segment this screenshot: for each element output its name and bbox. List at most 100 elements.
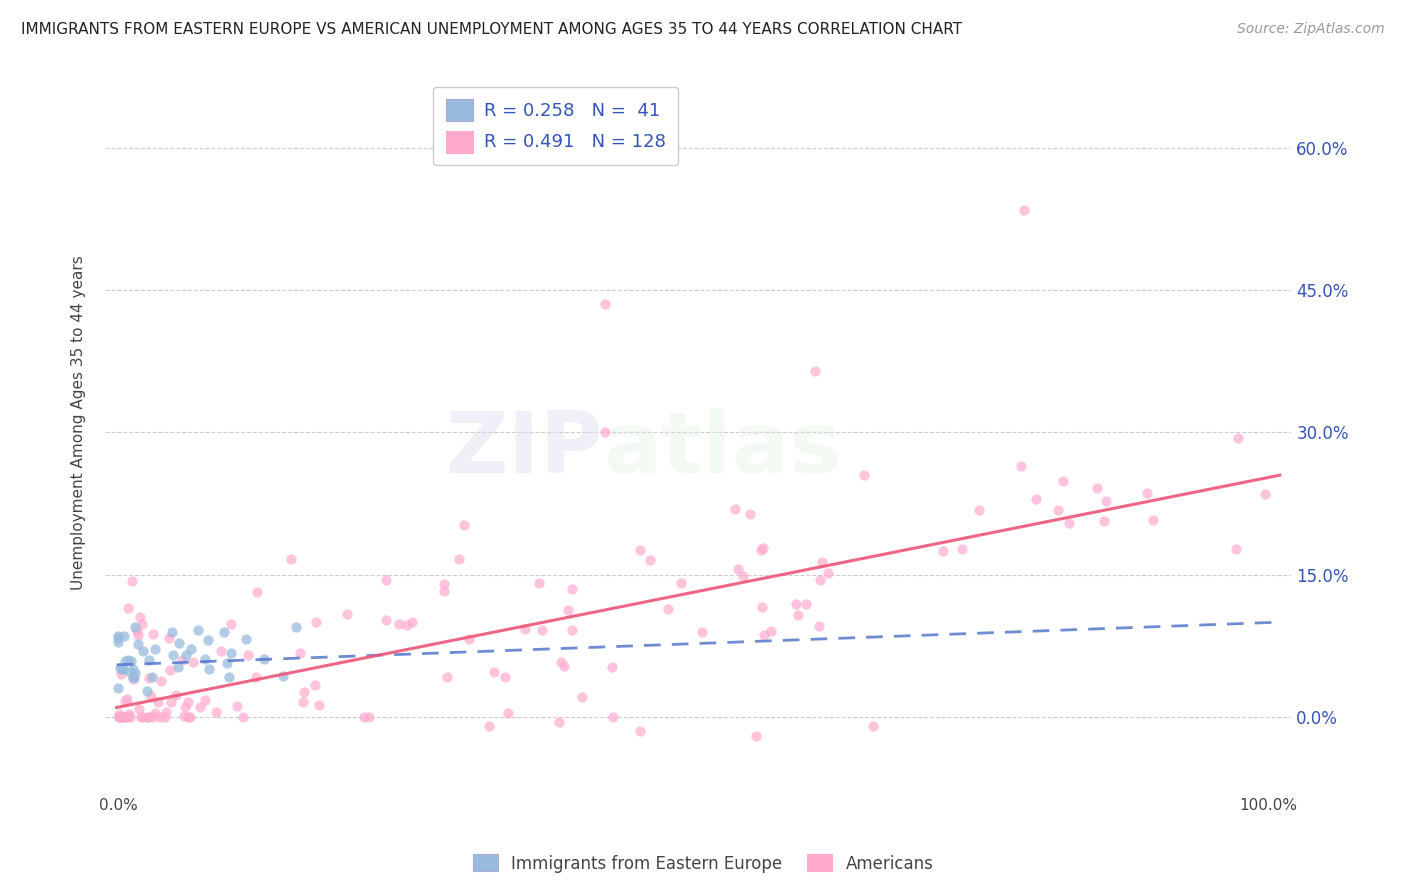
- Point: [731, 569, 754, 583]
- Point: [212, 625, 235, 640]
- Point: [593, 297, 616, 311]
- Point: [353, 710, 375, 724]
- Point: [1047, 503, 1070, 517]
- Point: [292, 684, 315, 698]
- Point: [107, 710, 129, 724]
- Point: [640, 552, 662, 566]
- Point: [724, 502, 747, 516]
- Point: [280, 552, 302, 566]
- Point: [131, 710, 153, 724]
- Point: [121, 574, 143, 589]
- Point: [188, 700, 211, 714]
- Point: [436, 670, 458, 684]
- Point: [1226, 431, 1249, 445]
- Point: [1142, 513, 1164, 527]
- Point: [602, 710, 624, 724]
- Point: [396, 617, 419, 632]
- Point: [336, 607, 359, 621]
- Point: [165, 689, 187, 703]
- Point: [107, 629, 129, 643]
- Point: [453, 517, 475, 532]
- Point: [811, 554, 834, 568]
- Point: [787, 608, 810, 623]
- Text: 100.0%: 100.0%: [1240, 798, 1298, 814]
- Point: [305, 615, 328, 630]
- Point: [550, 655, 572, 669]
- Point: [235, 632, 257, 646]
- Text: 0.0%: 0.0%: [98, 798, 138, 814]
- Point: [561, 624, 583, 638]
- Point: [1025, 492, 1047, 507]
- Point: [194, 692, 217, 706]
- Point: [157, 631, 180, 645]
- Point: [141, 670, 163, 684]
- Point: [245, 670, 267, 684]
- Point: [494, 670, 516, 684]
- Point: [107, 710, 129, 724]
- Point: [112, 630, 135, 644]
- Point: [401, 615, 423, 630]
- Point: [803, 364, 825, 378]
- Point: [215, 657, 238, 671]
- Point: [162, 624, 184, 639]
- Point: [150, 674, 173, 689]
- Point: [1012, 202, 1035, 217]
- Point: [593, 425, 616, 440]
- Point: [138, 653, 160, 667]
- Point: [374, 573, 396, 587]
- Point: [114, 654, 136, 668]
- Point: [357, 710, 380, 724]
- Point: [127, 637, 149, 651]
- Point: [967, 503, 990, 517]
- Point: [308, 698, 330, 712]
- Point: [794, 597, 817, 611]
- Point: [173, 708, 195, 723]
- Point: [862, 719, 884, 733]
- Point: [447, 551, 470, 566]
- Point: [115, 710, 138, 724]
- Point: [136, 710, 159, 724]
- Point: [530, 624, 553, 638]
- Point: [727, 562, 749, 576]
- Y-axis label: Unemployment Among Ages 35 to 44 years: Unemployment Among Ages 35 to 44 years: [72, 256, 86, 591]
- Point: [807, 619, 830, 633]
- Point: [107, 681, 129, 696]
- Point: [180, 642, 202, 657]
- Point: [513, 622, 536, 636]
- Point: [162, 648, 184, 662]
- Point: [122, 672, 145, 686]
- Legend: Immigrants from Eastern Europe, Americans: Immigrants from Eastern Europe, American…: [465, 847, 941, 880]
- Point: [117, 601, 139, 615]
- Point: [482, 665, 505, 680]
- Point: [128, 610, 150, 624]
- Point: [752, 541, 775, 555]
- Point: [527, 576, 550, 591]
- Point: [1254, 487, 1277, 501]
- Point: [111, 710, 134, 724]
- Point: [142, 627, 165, 641]
- Point: [628, 542, 651, 557]
- Point: [149, 710, 172, 724]
- Point: [127, 628, 149, 642]
- Point: [141, 690, 163, 704]
- Point: [114, 694, 136, 708]
- Point: [143, 641, 166, 656]
- Point: [108, 706, 131, 721]
- Point: [111, 710, 134, 724]
- Point: [153, 710, 176, 724]
- Point: [547, 714, 569, 729]
- Point: [218, 670, 240, 684]
- Point: [226, 698, 249, 713]
- Point: [602, 659, 624, 673]
- Point: [167, 660, 190, 674]
- Point: [142, 710, 165, 724]
- Point: [111, 663, 134, 677]
- Point: [136, 710, 159, 724]
- Point: [745, 729, 768, 743]
- Point: [128, 701, 150, 715]
- Point: [114, 710, 136, 724]
- Point: [131, 616, 153, 631]
- Point: [304, 678, 326, 692]
- Point: [167, 636, 190, 650]
- Point: [571, 690, 593, 704]
